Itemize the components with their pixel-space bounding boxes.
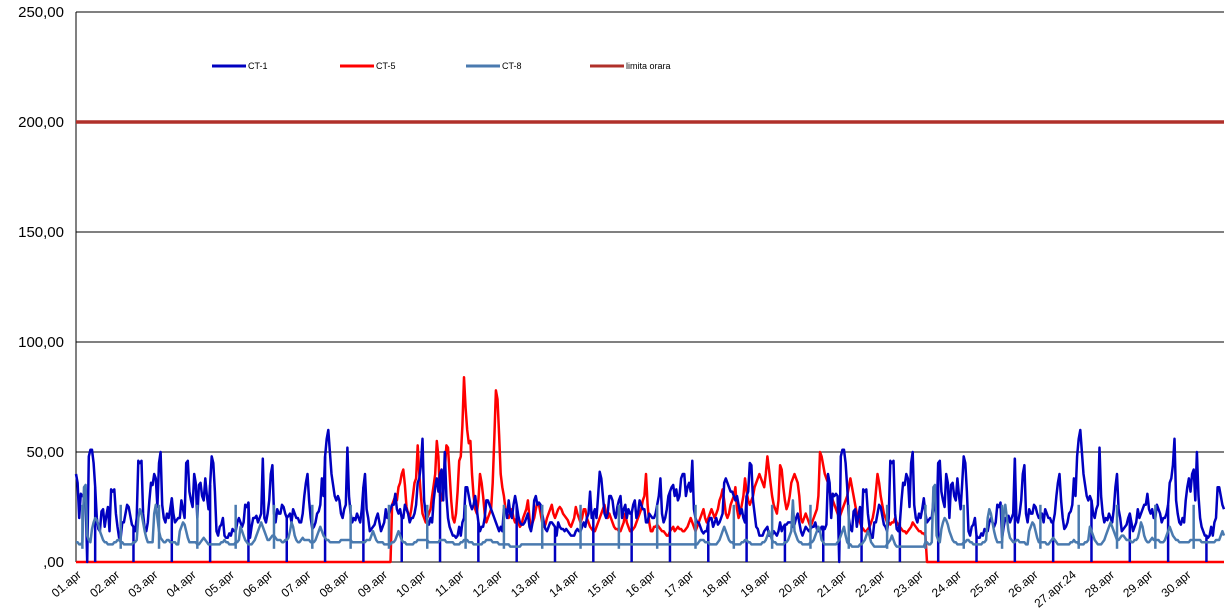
x-tick-label: 02.apr [87, 568, 122, 601]
x-tick-label: 07.apr [278, 568, 313, 601]
x-tick-label: 16.apr [623, 568, 658, 601]
series-line-ct-5 [76, 375, 1224, 564]
x-tick-label: 14.apr [546, 568, 581, 601]
y-tick-label: 50,00 [26, 444, 64, 461]
legend-item: limita orara [590, 61, 671, 71]
y-tick-label: 250,00 [18, 4, 64, 21]
y-tick-label: 100,00 [18, 334, 64, 351]
x-tick-label: 13.apr [508, 568, 543, 601]
series-line-ct-1 [74, 428, 1226, 564]
plot-series [74, 120, 1226, 564]
legend-item: CT-1 [212, 61, 268, 71]
x-tick-label: 30.apr [1159, 568, 1194, 601]
x-tick-label: 15.apr [585, 568, 620, 601]
x-tick-label: 04.apr [164, 568, 199, 601]
y-axis: ,00 50,00 100,00 150,00 200,00 250,00 [18, 4, 77, 571]
legend-item: CT-5 [340, 61, 396, 71]
x-tick-label: 22.apr [852, 568, 887, 601]
y-tick-label: 150,00 [18, 224, 64, 241]
x-tick-label: 28.apr [1082, 568, 1117, 601]
y-tick-label: ,00 [43, 554, 64, 571]
y-tick-label: 200,00 [18, 114, 64, 131]
x-tick-label: 10.apr [393, 568, 428, 601]
legend-label: limita orara [626, 61, 671, 71]
legend-label: CT-8 [502, 61, 522, 71]
x-tick-label: 20.apr [776, 568, 811, 601]
x-tick-label: 08.apr [317, 568, 352, 601]
x-tick-label: 18.apr [699, 568, 734, 601]
x-tick-label: 03.apr [125, 568, 160, 601]
x-tick-label: 19.apr [738, 568, 773, 601]
legend-label: CT-5 [376, 61, 396, 71]
x-tick-label: 09.apr [355, 568, 390, 601]
x-tick-label: 24.apr [929, 568, 964, 601]
series-line-ct-8 [76, 483, 1226, 548]
x-tick-label: 27.apr.24 [1032, 567, 1080, 610]
x-tick-label: 21.apr [814, 568, 849, 601]
legend-label: CT-1 [248, 61, 268, 71]
x-tick-label: 01.apr [49, 568, 84, 601]
legend: CT-1 CT-5 CT-8 limita orara [212, 61, 671, 71]
x-tick-label: 25.apr [967, 568, 1002, 601]
x-tick-label: 11.apr [432, 568, 466, 600]
x-tick-label: 06.apr [240, 568, 275, 601]
x-tick-label: 05.apr [202, 568, 237, 601]
x-axis: 01.apr 02.apr 03.apr 04.apr 05.apr 06.apr 07.a… [49, 567, 1194, 610]
x-tick-label: 23.apr [891, 568, 926, 601]
grid-lines [76, 11, 1224, 563]
x-tick-label: 29.apr [1120, 568, 1155, 601]
x-tick-label: 12.apr [470, 568, 505, 601]
legend-item: CT-8 [466, 61, 522, 71]
x-tick-label: 17.apr [661, 568, 696, 601]
